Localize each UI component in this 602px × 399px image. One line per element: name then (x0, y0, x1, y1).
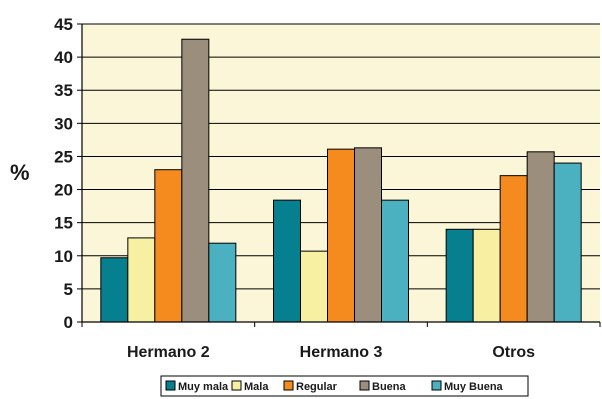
y-tick-label: 40 (54, 48, 73, 67)
bar (181, 38, 210, 323)
x-category-label: Otros (492, 344, 535, 361)
bar (381, 199, 409, 323)
bar (327, 148, 355, 323)
x-category-label: Hermano 3 (300, 344, 383, 361)
y-tick-label: 0 (64, 313, 73, 332)
legend-swatch (231, 380, 242, 391)
bar (300, 250, 328, 323)
bar (154, 169, 183, 323)
bar (273, 199, 301, 323)
bar (445, 228, 474, 323)
y-tick-label: 30 (54, 114, 73, 133)
y-tick-label: 5 (64, 280, 73, 299)
y-tick-label: 20 (54, 181, 73, 200)
legend-swatch (283, 380, 294, 391)
bar (127, 237, 156, 323)
y-tick-label: 15 (54, 214, 73, 233)
bar (526, 151, 555, 323)
bar (499, 175, 528, 323)
x-category-label: Hermano 2 (127, 344, 210, 361)
bar (208, 242, 237, 323)
bar (553, 162, 582, 323)
bars (100, 38, 582, 323)
legend: Muy mala Mala Regular Buena Muy Buena (160, 375, 529, 397)
legend-label: Muy mala (178, 381, 229, 393)
x-axis-labels: Hermano 2 Hermano 3 Otros (127, 344, 535, 361)
y-axis-title: % (10, 160, 30, 185)
y-tick-label: 35 (54, 81, 73, 100)
legend-swatch (165, 380, 176, 391)
legend-label: Regular (296, 381, 338, 393)
y-axis-ticks: 0 5 10 15 20 25 30 35 40 45 (54, 15, 82, 332)
bar (100, 257, 129, 323)
y-tick-label: 25 (54, 147, 73, 166)
legend-label: Buena (372, 381, 407, 393)
legend-label: Mala (244, 381, 269, 393)
y-tick-label: 10 (54, 247, 73, 266)
bar (472, 228, 501, 323)
axes (81, 24, 601, 327)
bar (354, 147, 382, 323)
legend-swatch (359, 380, 370, 391)
legend-swatch (431, 380, 442, 391)
legend-label: Muy Buena (444, 381, 504, 393)
y-tick-label: 45 (54, 15, 73, 34)
